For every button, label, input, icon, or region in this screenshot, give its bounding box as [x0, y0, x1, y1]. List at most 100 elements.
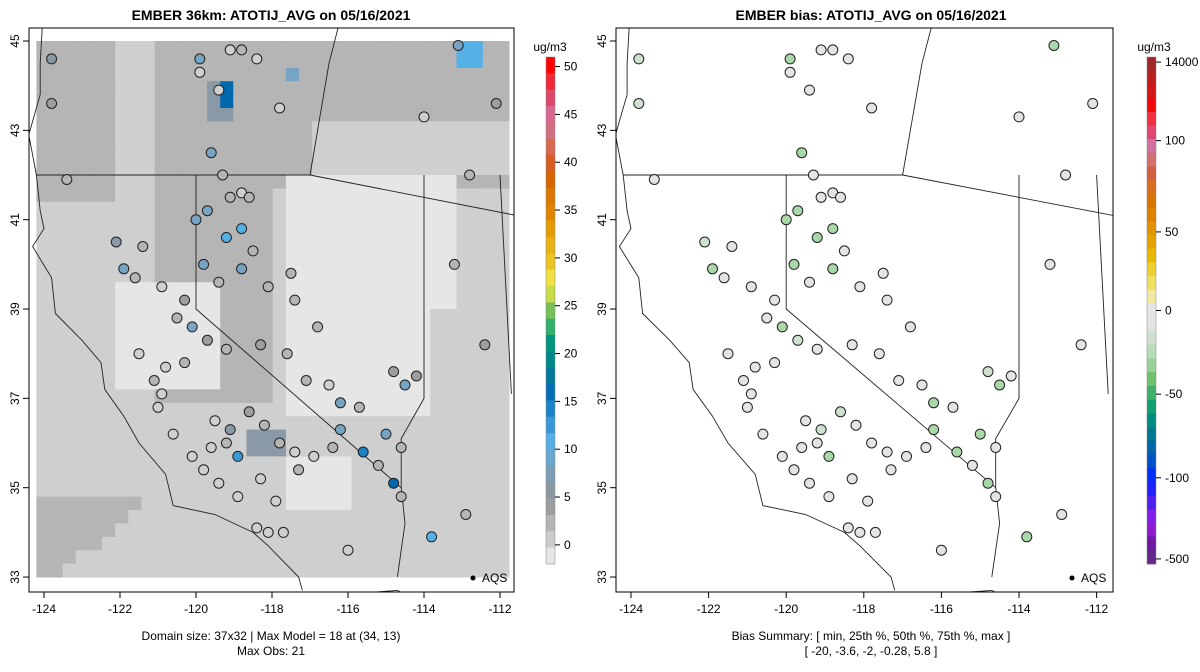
grid-cell [180, 175, 195, 189]
grid-cell [390, 175, 405, 189]
grid-cell [259, 376, 274, 390]
grid-cell [167, 483, 182, 498]
grid-cell [312, 335, 326, 350]
grid-cell [430, 295, 444, 310]
grid-cell [377, 148, 392, 163]
grid-cell [128, 161, 142, 176]
grid-cell [338, 41, 352, 55]
grid-cell [102, 148, 116, 163]
grid-cell [88, 402, 103, 417]
grid-cell [390, 510, 405, 524]
grid-cell [259, 295, 274, 310]
grid-cell [351, 41, 366, 55]
colorbar-swatch [1147, 317, 1156, 332]
grid-cell [495, 335, 510, 350]
grid-cell [233, 335, 247, 350]
grid-cell [364, 134, 379, 149]
grid-cell [325, 429, 339, 444]
grid-cell [285, 108, 300, 122]
grid-cell [325, 536, 339, 551]
site-marker [213, 477, 225, 489]
grid-cell [443, 523, 457, 538]
grid-cell [102, 282, 116, 297]
colorbar-swatch [1147, 207, 1156, 222]
grid-cell [351, 536, 366, 551]
grid-cell [469, 362, 484, 377]
grid-cell [456, 496, 471, 511]
grid-cell [456, 54, 471, 69]
grid-cell [246, 429, 261, 444]
grid-cell [102, 41, 116, 55]
grid-cell [351, 108, 366, 122]
grid-cell [141, 389, 155, 404]
grid-cell [49, 335, 64, 350]
grid-cell [207, 456, 221, 471]
grid-cell [312, 282, 326, 297]
grid-cell [495, 429, 510, 444]
colorbar-tick-label: 0 [564, 538, 571, 552]
grid-cell [325, 416, 339, 431]
grid-cell [404, 322, 418, 337]
grid-cell [325, 121, 339, 136]
site-marker [866, 102, 878, 114]
grid-cell [49, 201, 64, 216]
grid-cell [207, 161, 221, 176]
site-marker [854, 281, 866, 293]
grid-cell [325, 523, 339, 538]
grid-cell [102, 255, 116, 270]
grid-cell [325, 550, 339, 565]
grid-cell [207, 54, 221, 69]
grid-cell [404, 443, 418, 457]
colorbar-swatch [1147, 413, 1156, 428]
grid-cell [102, 496, 116, 511]
grid-cell [377, 322, 392, 337]
grid-cell [193, 121, 208, 136]
grid-cell [246, 563, 261, 578]
grid-cell [49, 108, 64, 122]
grid-cell [351, 550, 366, 565]
grid-cell [102, 376, 116, 390]
grid-cell [390, 242, 405, 256]
grid-cell [456, 94, 471, 109]
site-marker [726, 241, 738, 252]
site-marker [804, 276, 815, 288]
grid-cell [62, 389, 77, 404]
grid-cell [128, 67, 142, 82]
grid-cell [469, 456, 484, 471]
site-marker [800, 415, 812, 427]
grid-cell [390, 322, 405, 337]
grid-cell [49, 416, 64, 431]
grid-cell [259, 54, 274, 69]
grid-cell [220, 242, 234, 256]
grid-cell [285, 523, 300, 538]
grid-cell [364, 389, 379, 404]
grid-cell [377, 94, 392, 109]
site-marker [947, 401, 959, 413]
grid-cell [180, 510, 195, 524]
grid-cell [430, 268, 444, 283]
grid-cell [128, 121, 142, 136]
site-marker [811, 343, 823, 355]
grid-cell [207, 255, 221, 270]
grid-cell [75, 443, 90, 457]
grid-cell [193, 175, 208, 189]
grid-cell [102, 67, 116, 82]
x-tick-label: -124 [32, 602, 56, 616]
grid-cell [272, 148, 287, 163]
grid-cell [128, 536, 142, 551]
grid-cell [364, 268, 379, 283]
grid-cell [102, 121, 116, 136]
grid-cell [154, 429, 169, 444]
site-marker [190, 214, 202, 226]
grid-cell [75, 322, 90, 337]
grid-cell [351, 376, 366, 390]
right-footer-line1: Bias Summary: [ min, 25th %, 50th %, 75t… [732, 629, 1011, 643]
grid-cell [154, 349, 169, 364]
site-marker [994, 379, 1006, 391]
grid-cell [430, 362, 444, 377]
grid-cell [141, 309, 155, 323]
grid-cell [272, 376, 287, 390]
grid-cell [167, 134, 182, 149]
grid-cell [299, 201, 313, 216]
grid-cell [141, 362, 155, 377]
